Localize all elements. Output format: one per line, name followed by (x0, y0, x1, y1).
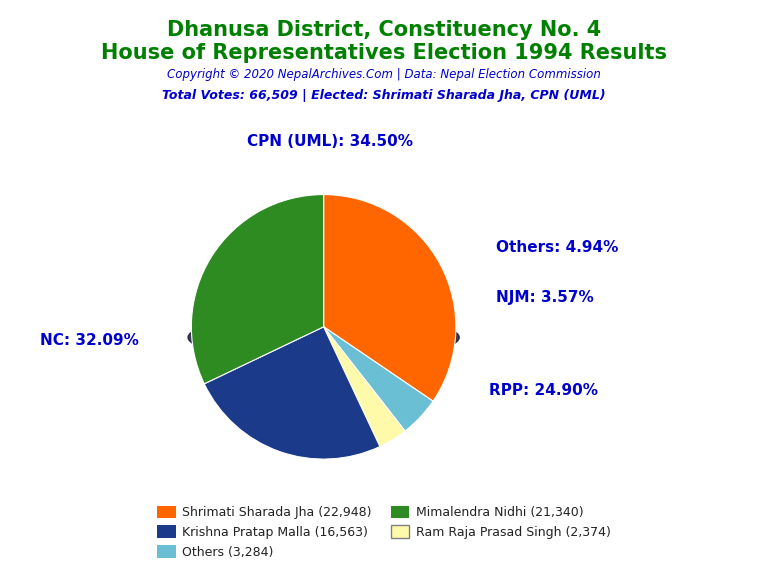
Wedge shape (323, 195, 456, 401)
Wedge shape (323, 327, 405, 446)
Text: CPN (UML): 34.50%: CPN (UML): 34.50% (247, 134, 413, 149)
Text: NJM: 3.57%: NJM: 3.57% (495, 290, 594, 305)
Text: RPP: 24.90%: RPP: 24.90% (489, 383, 598, 398)
Text: Total Votes: 66,509 | Elected: Shrimati Sharada Jha, CPN (UML): Total Votes: 66,509 | Elected: Shrimati … (162, 89, 606, 103)
Legend: Shrimati Sharada Jha (22,948), Krishna Pratap Malla (16,563), Others (3,284), Mi: Shrimati Sharada Jha (22,948), Krishna P… (152, 501, 616, 564)
Text: Dhanusa District, Constituency No. 4: Dhanusa District, Constituency No. 4 (167, 20, 601, 40)
Text: Copyright © 2020 NepalArchives.Com | Data: Nepal Election Commission: Copyright © 2020 NepalArchives.Com | Dat… (167, 68, 601, 81)
Wedge shape (191, 195, 323, 384)
Text: House of Representatives Election 1994 Results: House of Representatives Election 1994 R… (101, 43, 667, 63)
Wedge shape (323, 327, 433, 431)
Text: Others: 4.94%: Others: 4.94% (495, 240, 618, 255)
Wedge shape (204, 327, 380, 459)
Text: NC: 32.09%: NC: 32.09% (40, 332, 138, 347)
Ellipse shape (188, 314, 459, 361)
